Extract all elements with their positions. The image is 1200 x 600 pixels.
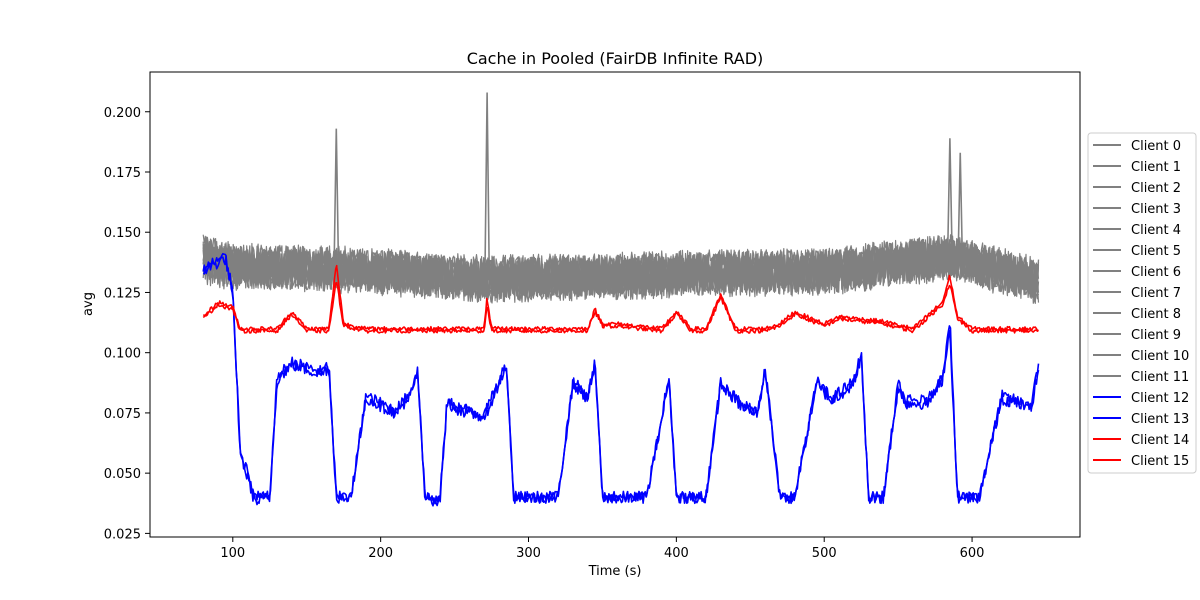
x-axis-label: Time (s) bbox=[588, 564, 642, 579]
legend-box bbox=[1087, 132, 1197, 474]
series-peak bbox=[957, 152, 964, 264]
legend-label: Client 1 bbox=[1131, 160, 1181, 175]
legend-label: Client 13 bbox=[1131, 412, 1189, 427]
legend: Client 0 Client 1 Client 2 Client 3 Client 4… bbox=[1087, 132, 1197, 474]
legend-label: Client 4 bbox=[1131, 223, 1181, 238]
legend-label: Client 8 bbox=[1131, 307, 1181, 322]
y-axis: 0.025 0.050 0.075 0.100 0.125 0.150 0.175 0.200 bbox=[104, 106, 150, 542]
legend-label: Client 7 bbox=[1131, 286, 1181, 301]
series-peak bbox=[333, 128, 340, 269]
legend-label: Client 12 bbox=[1131, 391, 1189, 406]
y-tick-label: 0.050 bbox=[104, 467, 141, 482]
x-tick-label: 400 bbox=[664, 546, 689, 561]
series-line-client-14 bbox=[203, 264, 1039, 332]
legend-label: Client 9 bbox=[1131, 328, 1181, 343]
plot-frame bbox=[149, 71, 1081, 538]
y-tick-label: 0.175 bbox=[104, 166, 141, 181]
series-layer bbox=[202, 92, 1040, 507]
legend-label: Client 5 bbox=[1131, 244, 1181, 259]
legend-label: Client 15 bbox=[1131, 454, 1189, 469]
series-line-client-11 bbox=[202, 234, 1040, 297]
legend-label: Client 3 bbox=[1131, 202, 1181, 217]
y-tick-label: 0.150 bbox=[104, 226, 141, 241]
legend-label: Client 6 bbox=[1131, 265, 1181, 280]
series-peak bbox=[946, 138, 953, 254]
x-tick-label: 500 bbox=[812, 546, 837, 561]
legend-label: Client 14 bbox=[1131, 433, 1189, 448]
y-tick-label: 0.025 bbox=[104, 527, 141, 542]
y-tick-label: 0.100 bbox=[104, 347, 141, 362]
x-tick-label: 300 bbox=[516, 546, 541, 561]
series-line-client-15 bbox=[202, 281, 1040, 334]
x-tick-label: 100 bbox=[220, 546, 245, 561]
x-tick-label: 600 bbox=[960, 546, 985, 561]
legend-label: Client 11 bbox=[1131, 370, 1189, 385]
series-peak bbox=[484, 92, 491, 281]
y-tick-label: 0.200 bbox=[104, 106, 141, 121]
x-tick-label: 200 bbox=[368, 546, 393, 561]
series-line-client-13 bbox=[202, 255, 1040, 507]
x-axis: 100 200 300 400 500 600 bbox=[220, 537, 984, 561]
legend-label: Client 0 bbox=[1131, 139, 1181, 154]
y-axis-label: avg bbox=[81, 292, 96, 316]
legend-label: Client 2 bbox=[1131, 181, 1181, 196]
y-tick-label: 0.125 bbox=[104, 286, 141, 301]
legend-label: Client 10 bbox=[1131, 349, 1189, 364]
chart-title: Cache in Pooled (FairDB Infinite RAD) bbox=[467, 49, 764, 68]
y-tick-label: 0.075 bbox=[104, 407, 141, 422]
